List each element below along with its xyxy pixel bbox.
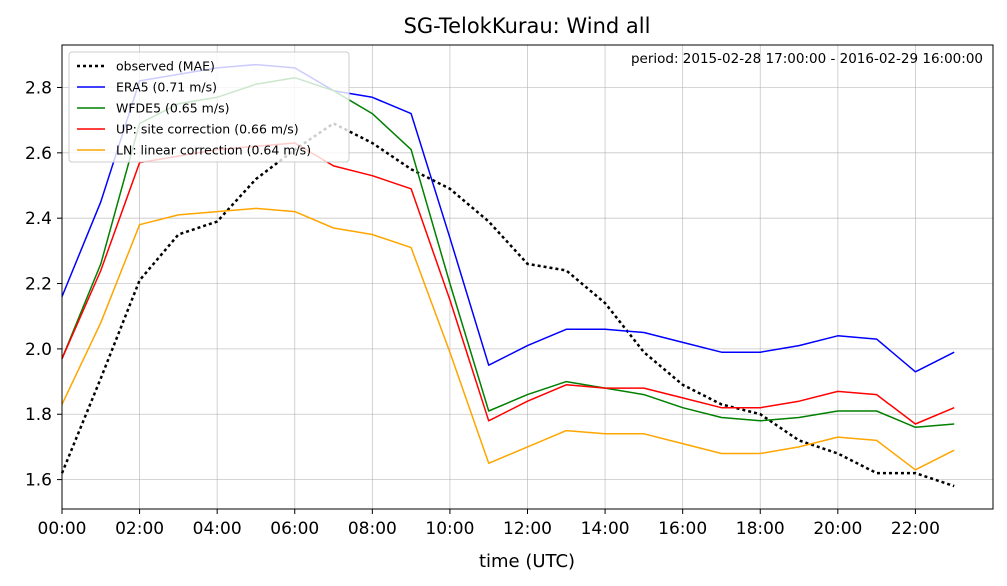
x-tick-label: 22:00 (891, 519, 940, 539)
x-tick-label: 00:00 (38, 519, 87, 539)
grid-layer (61, 45, 993, 509)
legend-label-3: UP: site correction (0.66 m/s) (116, 122, 299, 137)
legend-label-1: ERA5 (0.71 m/s) (116, 80, 217, 95)
x-tick-label: 08:00 (348, 519, 397, 539)
y-tick-label: 2.0 (25, 340, 52, 360)
y-tick-label: 2.6 (25, 144, 52, 164)
x-tick-label: 16:00 (658, 519, 707, 539)
period-annotation: period: 2015-02-28 17:00:00 - 2016-02-29… (631, 51, 983, 67)
legend-label-4: LN: linear correction (0.64 m/s) (116, 143, 311, 158)
x-tick-label: 18:00 (736, 519, 785, 539)
y-tick-label: 2.2 (25, 275, 52, 295)
x-tick-label: 02:00 (115, 519, 164, 539)
y-tick-label: 2.4 (25, 209, 52, 229)
x-axis-title: time (UTC) (479, 551, 575, 572)
legend: observed (MAE) ERA5 (0.71 m/s) WFDE5 (0.65… (68, 51, 350, 163)
chart-title: SG-TelokKurau: Wind all (404, 14, 651, 38)
x-tick-label: 20:00 (813, 519, 862, 539)
y-tick-label: 2.8 (25, 78, 52, 98)
legend-label-2: WFDE5 (0.65 m/s) (116, 101, 229, 116)
series-line-0 (60, 122, 955, 488)
x-tick-label: 12:00 (503, 519, 552, 539)
tick-layer: 00:00 02:00 04:00 06:00 08:00 10:00 12:00 14:00… (25, 78, 940, 539)
x-tick-label: 06:00 (270, 519, 319, 539)
y-tick-label: 1.6 (25, 471, 52, 491)
x-tick-label: 14:00 (581, 519, 630, 539)
y-tick-label: 1.8 (25, 405, 52, 425)
x-tick-label: 04:00 (193, 519, 242, 539)
x-tick-label: 10:00 (425, 519, 474, 539)
series-line-4 (61, 207, 955, 471)
legend-box (68, 51, 350, 163)
legend-label-0: observed (MAE) (116, 59, 215, 74)
